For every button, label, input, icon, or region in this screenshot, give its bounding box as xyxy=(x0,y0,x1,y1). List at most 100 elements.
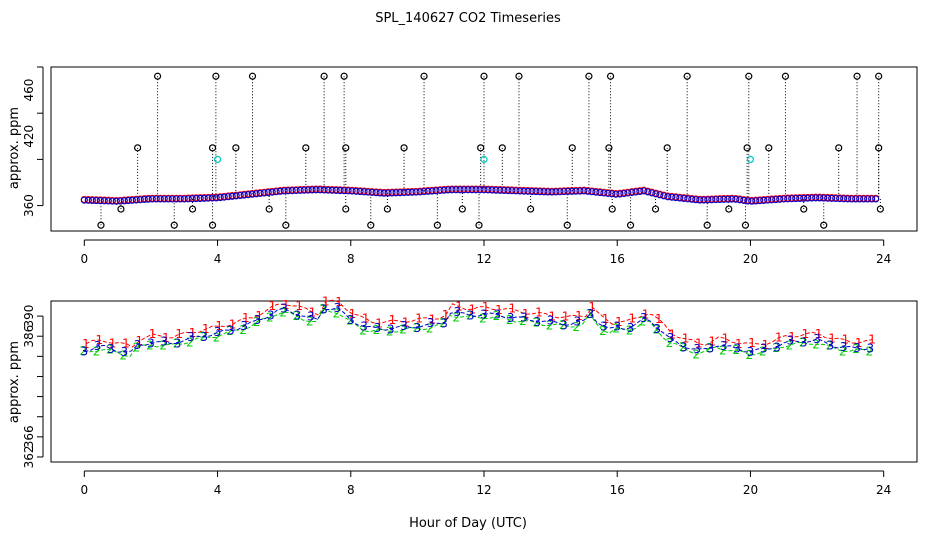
series3-point xyxy=(260,189,268,197)
series3-point xyxy=(252,190,260,198)
series-3-point: 3 xyxy=(134,338,142,352)
series-3-point: 3 xyxy=(200,330,208,344)
chart-title: SPL_140627 CO2 Timeseries xyxy=(375,11,561,26)
x-tick-label: 12 xyxy=(476,483,491,497)
series3-point xyxy=(476,186,484,194)
y-tick-label: 460 xyxy=(22,79,36,102)
series-3-point: 3 xyxy=(547,313,555,327)
series-2-point: 2 xyxy=(639,315,647,329)
series-3-point: 3 xyxy=(280,301,288,315)
series3-point xyxy=(336,187,344,195)
outlier-point xyxy=(302,144,310,152)
outlier-point xyxy=(835,144,843,152)
series3-point xyxy=(304,186,312,194)
series-2-point: 2 xyxy=(852,342,860,356)
series3-point xyxy=(280,187,288,195)
series-2-point: 2 xyxy=(812,337,820,351)
series-1-line xyxy=(85,299,873,348)
series-1-point: 1 xyxy=(802,327,810,341)
series-2-point: 2 xyxy=(133,340,141,354)
series3-point xyxy=(124,197,132,205)
series3-point xyxy=(432,187,440,195)
series-1-point: 1 xyxy=(215,319,223,333)
series-1-point: 1 xyxy=(322,294,330,308)
series3-point xyxy=(244,191,252,199)
series3-point xyxy=(632,188,640,196)
series3-point xyxy=(452,186,460,194)
series-2-point: 2 xyxy=(599,324,607,338)
series-2-point: 2 xyxy=(506,313,514,327)
highlight-point xyxy=(213,155,222,164)
series-3-point: 3 xyxy=(653,322,661,336)
series-3-point: 3 xyxy=(94,339,102,353)
series3-point xyxy=(688,195,696,203)
x-tick-label: 4 xyxy=(214,483,222,497)
series-1-point: 1 xyxy=(109,336,117,350)
series-3-point: 3 xyxy=(147,337,155,351)
series-2-point: 2 xyxy=(692,347,700,361)
outlier-point xyxy=(208,144,217,152)
series3-point xyxy=(500,186,508,195)
series3-point xyxy=(444,186,452,194)
series3-point xyxy=(212,194,220,202)
series-2-point: 2 xyxy=(866,345,874,359)
series3-point xyxy=(676,194,684,202)
series-1-point: 1 xyxy=(469,302,477,316)
series3-point xyxy=(504,187,512,195)
series-3-point: 3 xyxy=(853,341,861,355)
series3-point xyxy=(320,186,328,194)
outlier-point xyxy=(515,72,523,80)
series3-point xyxy=(196,194,204,203)
series3-point xyxy=(488,186,496,194)
bottom-y-axis-label: approx. ppm xyxy=(7,341,22,423)
y-tick-label: 366 xyxy=(22,425,36,448)
series-2-point: 2 xyxy=(253,315,261,329)
outlier-point xyxy=(608,205,616,213)
series3-point xyxy=(200,194,208,202)
series3-point xyxy=(216,194,224,202)
series3-point xyxy=(784,195,792,203)
series3-point xyxy=(720,195,728,203)
series3-point xyxy=(396,189,404,197)
series-3-point: 3 xyxy=(693,342,701,356)
series3-point xyxy=(852,195,860,203)
series-3-point: 3 xyxy=(334,301,342,315)
outlier-point xyxy=(153,72,162,80)
series3-point xyxy=(692,196,700,204)
series-3-point: 3 xyxy=(760,341,768,355)
series-1-point: 1 xyxy=(815,327,823,341)
series3-point xyxy=(744,197,752,205)
series3-point xyxy=(80,196,88,204)
series3-point xyxy=(296,186,304,194)
series-2-point: 2 xyxy=(359,324,367,338)
outlier-point xyxy=(367,221,375,229)
series-2-point: 2 xyxy=(719,343,727,357)
series-1-point: 1 xyxy=(135,334,143,348)
series-1-point: 1 xyxy=(602,312,610,326)
series3-point xyxy=(232,192,240,200)
series-1-point: 1 xyxy=(495,303,503,317)
series3-point xyxy=(344,187,352,195)
series3-point xyxy=(600,189,608,197)
series-2-point: 2 xyxy=(79,344,87,358)
series3-point xyxy=(860,195,868,203)
outlier-point xyxy=(212,72,220,80)
outlier-point xyxy=(477,144,485,152)
series-1-point: 1 xyxy=(508,302,516,316)
outlier-point xyxy=(134,144,142,152)
outlier-point xyxy=(683,72,691,80)
series3-point xyxy=(284,187,292,195)
series-3-point: 3 xyxy=(387,322,395,336)
outlier-point xyxy=(433,221,441,229)
y-tick-label: 386 xyxy=(22,325,36,348)
series3-point xyxy=(516,187,524,195)
series3-point xyxy=(228,192,236,200)
series3-point xyxy=(528,187,536,195)
series3-point xyxy=(520,187,528,195)
series-1-point: 1 xyxy=(588,300,596,314)
series3-point xyxy=(832,194,840,203)
outlier-point xyxy=(663,144,671,152)
series3-point xyxy=(292,186,300,195)
series-1-point: 1 xyxy=(682,332,690,346)
series3-point xyxy=(328,186,336,194)
